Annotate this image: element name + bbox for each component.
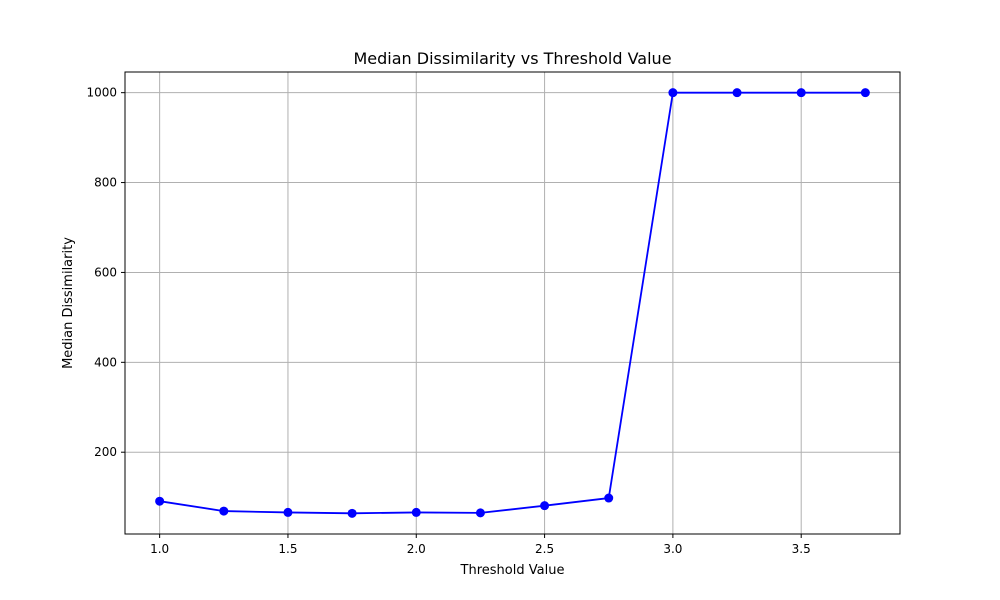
x-tick-label: 3.0 (663, 542, 682, 556)
data-point (347, 508, 357, 518)
x-tick-label: 2.0 (407, 542, 426, 556)
y-axis-title: Median Dissimilarity (61, 237, 76, 369)
y-tick-label: 200 (94, 445, 117, 459)
data-point (604, 493, 614, 503)
y-tick-label: 400 (94, 355, 117, 369)
chart-title: Median Dissimilarity vs Threshold Value (353, 49, 671, 68)
data-point (219, 506, 229, 516)
data-point (668, 88, 678, 98)
data-point (411, 507, 421, 517)
y-tick-label: 1000 (86, 86, 117, 100)
data-point (796, 88, 806, 98)
y-tick-label: 800 (94, 176, 117, 190)
data-point (540, 501, 550, 511)
data-point (155, 496, 165, 506)
x-axis-title: Threshold Value (460, 563, 565, 578)
series-line (159, 91, 866, 515)
plot-frame (124, 71, 901, 535)
data-point (475, 508, 485, 518)
series-layer (155, 88, 870, 518)
x-tick-label: 3.5 (792, 542, 811, 556)
ticks: 1.0 1.5 2.0 2.5 3.0 3.5 200 400 600 800 1000 (86, 86, 810, 556)
x-tick-label: 1.0 (150, 542, 169, 556)
x-tick-label: 1.5 (278, 542, 297, 556)
data-point (283, 507, 293, 517)
data-point (732, 88, 742, 98)
y-tick-label: 600 (94, 265, 117, 279)
data-point (860, 88, 870, 98)
x-tick-label: 2.5 (535, 542, 554, 556)
